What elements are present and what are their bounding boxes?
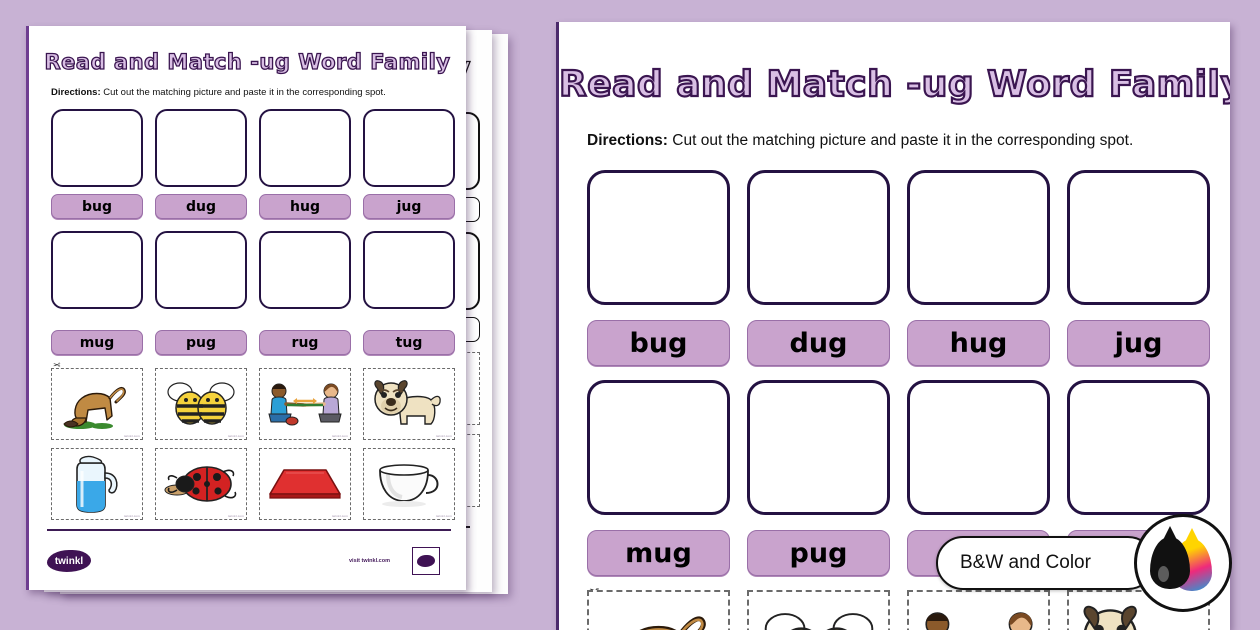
word-chip-jug[interactable]: jug [363, 194, 455, 219]
watermark: twinkl.com [331, 434, 348, 438]
qr-code-left[interactable] [412, 547, 440, 575]
answer-box-row-right-2 [587, 380, 1210, 515]
directions-label-right: Directions: [587, 132, 668, 149]
answer-box[interactable] [747, 170, 890, 305]
word-chip-dug[interactable]: dug [155, 194, 247, 219]
white-mug-icon [364, 449, 454, 519]
dog-digging-icon [52, 369, 142, 439]
cutout-card-pug[interactable] [1067, 590, 1210, 630]
cutout-card-pug[interactable]: twinkl.com [363, 368, 455, 440]
watermark: twinkl.com [123, 514, 140, 518]
answer-box[interactable] [747, 380, 890, 515]
worksheet-sheet-color-right[interactable]: Read and Match -ug Word Family Direction… [556, 22, 1230, 630]
word-chip-mug[interactable]: mug [51, 330, 143, 355]
word-chip-dug[interactable]: dug [747, 320, 890, 366]
black-ink-drop-icon [1150, 537, 1190, 589]
answer-box[interactable] [51, 109, 143, 187]
answer-box[interactable] [363, 231, 455, 309]
red-rug-icon [260, 449, 350, 519]
answer-box-row-right-1 [587, 170, 1210, 305]
footer-rule-left [47, 529, 451, 531]
dog-digging-icon [589, 592, 728, 630]
word-chip-row-right-1: bug dug hug jug [587, 320, 1210, 366]
cutout-card-dug[interactable]: twinkl.com [51, 368, 143, 440]
ink-drop-badge-circle[interactable] [1134, 514, 1232, 612]
answer-box-row-left-2 [51, 231, 455, 309]
word-chip-pug[interactable]: pug [155, 330, 247, 355]
answer-box[interactable] [907, 170, 1050, 305]
watermark: twinkl.com [331, 514, 348, 518]
word-chip-bug[interactable]: bug [587, 320, 730, 366]
watermark: twinkl.com [435, 434, 452, 438]
cutout-row-left-2: twinkl.com [51, 448, 455, 520]
word-chip-bug[interactable]: bug [51, 194, 143, 219]
word-chip-pug[interactable]: pug [747, 530, 890, 576]
worksheet-directions-left: Directions: Cut out the matching picture… [51, 87, 386, 98]
word-chip-hug[interactable]: hug [259, 194, 351, 219]
worksheet-title-left: Read and Match -ug Word Family [44, 49, 451, 74]
answer-box[interactable] [587, 380, 730, 515]
directions-text-right: Cut out the matching picture and paste i… [667, 132, 1134, 149]
cutout-card-rug[interactable]: twinkl.com [259, 448, 351, 520]
answer-box[interactable] [259, 231, 351, 309]
ladybug-icon [156, 449, 246, 519]
cutout-card-tug[interactable] [907, 590, 1050, 630]
worksheet-sheet-color-left[interactable]: Read and Match -ug Word Family Direction… [26, 26, 466, 590]
answer-box[interactable] [259, 109, 351, 187]
directions-label-left: Directions: [51, 87, 101, 98]
answer-box[interactable] [155, 109, 247, 187]
answer-box[interactable] [155, 231, 247, 309]
qr-blob-icon [417, 555, 435, 567]
pug-dog-icon [1069, 592, 1208, 630]
answer-box[interactable] [363, 109, 455, 187]
twinkl-logo[interactable]: twinkl [47, 550, 91, 572]
watermark: twinkl.com [123, 434, 140, 438]
cutout-card-hug[interactable] [747, 590, 890, 630]
cutout-card-tug[interactable]: twinkl.com [259, 368, 351, 440]
watermark: twinkl.com [435, 514, 452, 518]
word-chip-rug[interactable]: rug [259, 330, 351, 355]
word-chip-hug[interactable]: hug [907, 320, 1050, 366]
cutout-card-bug[interactable]: twinkl.com [155, 448, 247, 520]
cutout-row-right-1 [587, 590, 1210, 630]
worksheet-right-content: Read and Match -ug Word Family Direction… [559, 22, 1230, 630]
bw-and-color-badge[interactable]: B&W and Color [936, 536, 1155, 590]
visit-twinkl-text[interactable]: visit twinkl.com [349, 558, 390, 564]
cutout-card-dug[interactable] [587, 590, 730, 630]
answer-box[interactable] [1067, 380, 1210, 515]
bw-and-color-label: B&W and Color [960, 552, 1091, 573]
answer-box[interactable] [907, 380, 1050, 515]
bees-hugging-icon [749, 592, 888, 630]
cutout-card-jug[interactable]: twinkl.com [51, 448, 143, 520]
children-tug-of-war-icon [260, 369, 350, 439]
word-chip-row-left-2: mug pug rug tug [51, 330, 455, 355]
water-jug-icon [52, 449, 142, 519]
bees-hugging-icon [156, 369, 246, 439]
cutout-row-left-1: twinkl.com [51, 368, 455, 440]
worksheet-directions-right: Directions: Cut out the matching picture… [587, 132, 1133, 150]
answer-box[interactable] [587, 170, 730, 305]
word-chip-tug[interactable]: tug [363, 330, 455, 355]
word-chip-mug[interactable]: mug [587, 530, 730, 576]
directions-text-left: Cut out the matching picture and paste i… [100, 87, 386, 98]
watermark: twinkl.com [227, 514, 244, 518]
pug-dog-icon [364, 369, 454, 439]
answer-box[interactable] [1067, 170, 1210, 305]
worksheet-title-right: Read and Match -ug Word Family [559, 63, 1230, 106]
ink-drop-icon [1146, 526, 1220, 600]
word-chip-row-left-1: bug dug hug jug [51, 194, 455, 219]
answer-box[interactable] [51, 231, 143, 309]
answer-box-row-left-1 [51, 109, 455, 187]
watermark: twinkl.com [227, 434, 244, 438]
cutout-card-hug[interactable]: twinkl.com [155, 368, 247, 440]
cutout-card-mug[interactable]: twinkl.com [363, 448, 455, 520]
children-tug-of-war-icon [909, 592, 1048, 630]
word-chip-jug[interactable]: jug [1067, 320, 1210, 366]
worksheet-left-content: Read and Match -ug Word Family Direction… [29, 26, 466, 590]
